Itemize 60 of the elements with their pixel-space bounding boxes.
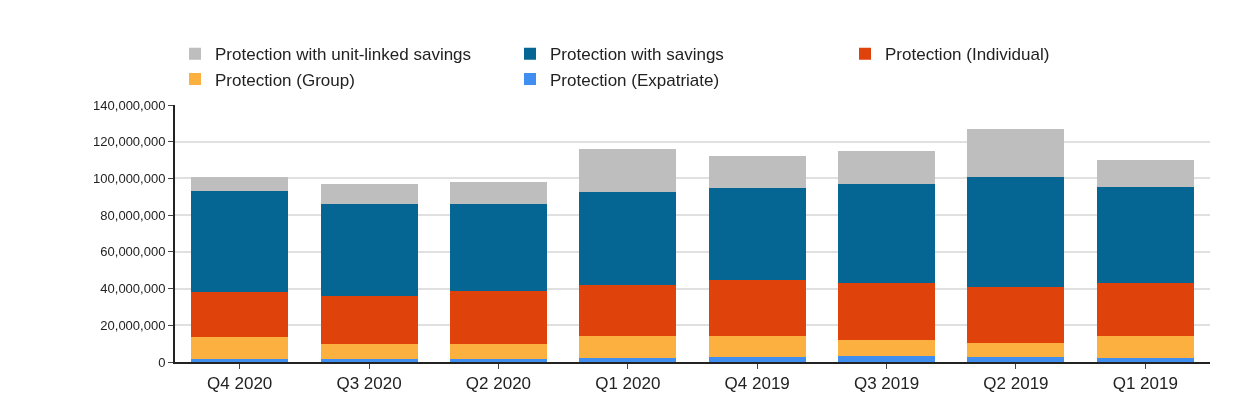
legend-label: Protection (Expatriate) — [550, 70, 720, 90]
y-tick-label: 40,000,000 — [100, 281, 166, 297]
bar — [1096, 335, 1194, 358]
bar — [838, 339, 936, 357]
bar — [191, 358, 289, 362]
bar — [708, 156, 806, 189]
bar — [320, 183, 418, 205]
bar — [1096, 357, 1194, 362]
x-tick-label: Q1 2019 — [1112, 374, 1178, 394]
bar — [191, 292, 289, 338]
bar — [579, 336, 677, 359]
bar — [579, 358, 677, 362]
y-tick-label: 140,000,000 — [93, 97, 166, 113]
bar — [449, 344, 547, 359]
bar — [1096, 159, 1194, 188]
y-tick-label: 20,000,000 — [100, 317, 166, 333]
bar — [967, 342, 1065, 357]
bar — [838, 356, 936, 362]
bar — [1096, 187, 1194, 283]
bar — [838, 151, 936, 185]
bar — [1096, 282, 1194, 336]
bar — [191, 190, 289, 293]
x-tick-label: Q4 2019 — [724, 374, 790, 394]
x-tick-label: Q1 2020 — [595, 374, 661, 394]
x-tick-label: Q2 2020 — [465, 374, 532, 394]
bar — [449, 358, 547, 362]
bar — [967, 177, 1065, 288]
bar — [191, 177, 289, 191]
bar — [708, 188, 806, 280]
bar — [449, 291, 547, 345]
legend-label: Protection (Individual) — [885, 45, 1050, 65]
bar — [579, 148, 677, 192]
x-tick-label: Q2 2019 — [983, 374, 1049, 394]
bar — [320, 295, 418, 345]
bar — [449, 181, 547, 205]
bar — [320, 344, 418, 359]
legend-label: Protection (Group) — [215, 70, 355, 90]
legend-label: Protection with savings — [550, 45, 724, 65]
legend-label: Protection with unit-linked savings — [215, 45, 472, 65]
bar — [708, 336, 806, 357]
bar — [579, 191, 677, 285]
y-tick-label: 0 — [158, 354, 166, 370]
bar — [967, 356, 1065, 362]
bar — [579, 284, 677, 337]
y-tick-label: 80,000,000 — [100, 207, 166, 223]
y-tick-label: 120,000,000 — [93, 134, 166, 150]
x-tick-label: Q3 2019 — [853, 374, 920, 394]
bar — [967, 287, 1065, 343]
bar — [708, 356, 806, 362]
y-tick-label: 60,000,000 — [100, 244, 166, 260]
bar — [967, 129, 1065, 178]
bar — [449, 204, 547, 292]
x-tick-label: Q3 2020 — [336, 374, 402, 394]
bar — [191, 337, 289, 359]
bar — [838, 184, 936, 283]
bar — [708, 279, 806, 337]
bar — [320, 204, 418, 296]
bar — [838, 282, 936, 340]
y-tick-label: 100,000,000 — [93, 170, 166, 186]
x-tick-label: Q4 2020 — [207, 374, 273, 394]
